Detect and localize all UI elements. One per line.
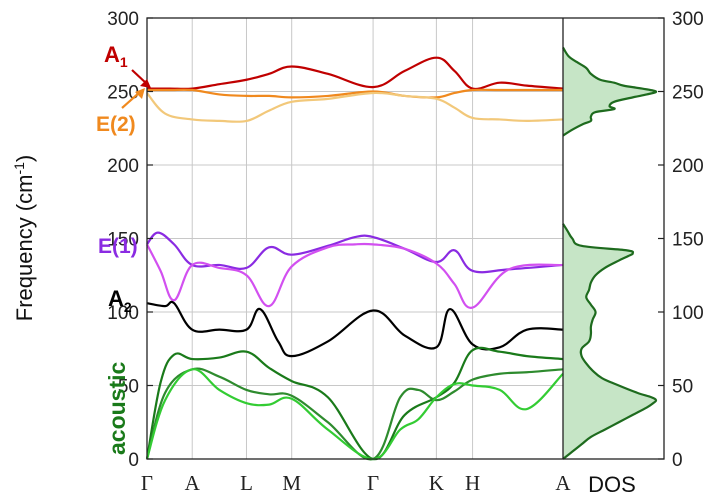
- y-axis-title: Frequency (cm-1): [11, 155, 37, 322]
- y-tick-label-left: 150: [107, 230, 139, 251]
- branch-line-2: [146, 91, 564, 123]
- dos-axis-label: DOS: [588, 472, 636, 497]
- y-tick-label-right: 50: [672, 377, 693, 398]
- branch-line-5: [146, 300, 564, 358]
- kpoint-label: Γ: [141, 471, 153, 495]
- branch-line-1: [147, 88, 563, 99]
- annotation-acoustic: acoustic: [104, 361, 130, 455]
- dos-line-0: [562, 223, 658, 460]
- annotation-e2-arrow: [121, 91, 141, 109]
- kpoint-label: K: [429, 471, 444, 495]
- axis-ticks: 0 0 50 50 100 100 150 150 200 200 250 250 300 300 Γ A L M…: [107, 9, 703, 495]
- branch-line-8: [145, 368, 564, 461]
- dos-area-0: [563, 223, 657, 459]
- branch-line-4: [146, 242, 564, 309]
- y-tick-label-right: 300: [672, 9, 704, 30]
- dos-line-1: [562, 46, 658, 137]
- kpoint-label: L: [240, 471, 253, 495]
- dispersion-curves: [145, 56, 564, 461]
- branch-line-3: [146, 231, 564, 274]
- y-tick-label-right: 250: [672, 83, 704, 104]
- dos-area-1: [563, 47, 657, 136]
- dos-panel: [562, 46, 658, 460]
- grid-lines: [147, 18, 563, 459]
- y-tick-label-right: 150: [672, 230, 704, 251]
- kpoint-label: Γ: [367, 471, 379, 495]
- y-tick-label-left: 200: [107, 156, 139, 177]
- branch-line-0: [146, 56, 564, 91]
- y-tick-label-left: 50: [118, 377, 139, 398]
- kpoint-label: A: [555, 471, 571, 495]
- kpoint-label: M: [282, 471, 301, 495]
- kpoint-label: H: [465, 471, 480, 495]
- y-tick-label-left: 250: [107, 83, 139, 104]
- annotation-a1-arrowhead: [140, 79, 151, 88]
- y-tick-label-right: 100: [672, 303, 704, 324]
- annotation-a2: A2: [108, 286, 132, 315]
- y-tick-label-right: 200: [672, 156, 704, 177]
- annotation-e2-arrowhead: [135, 88, 145, 99]
- y-tick-label-left: 100: [107, 303, 139, 324]
- y-tick-label-left: 300: [107, 9, 139, 30]
- y-tick-label-left: 0: [128, 450, 139, 471]
- y-tick-label-right: 0: [672, 450, 683, 471]
- kpoint-label: A: [185, 471, 201, 495]
- annotation-e1: E(1): [98, 235, 138, 258]
- branch-line-6: [145, 346, 564, 461]
- annotation-e2: E(2): [96, 113, 136, 136]
- annotation-a1: A1: [104, 42, 128, 70]
- mode-annotations: A1 E(2) E(1) A2 acoustic: [96, 42, 151, 455]
